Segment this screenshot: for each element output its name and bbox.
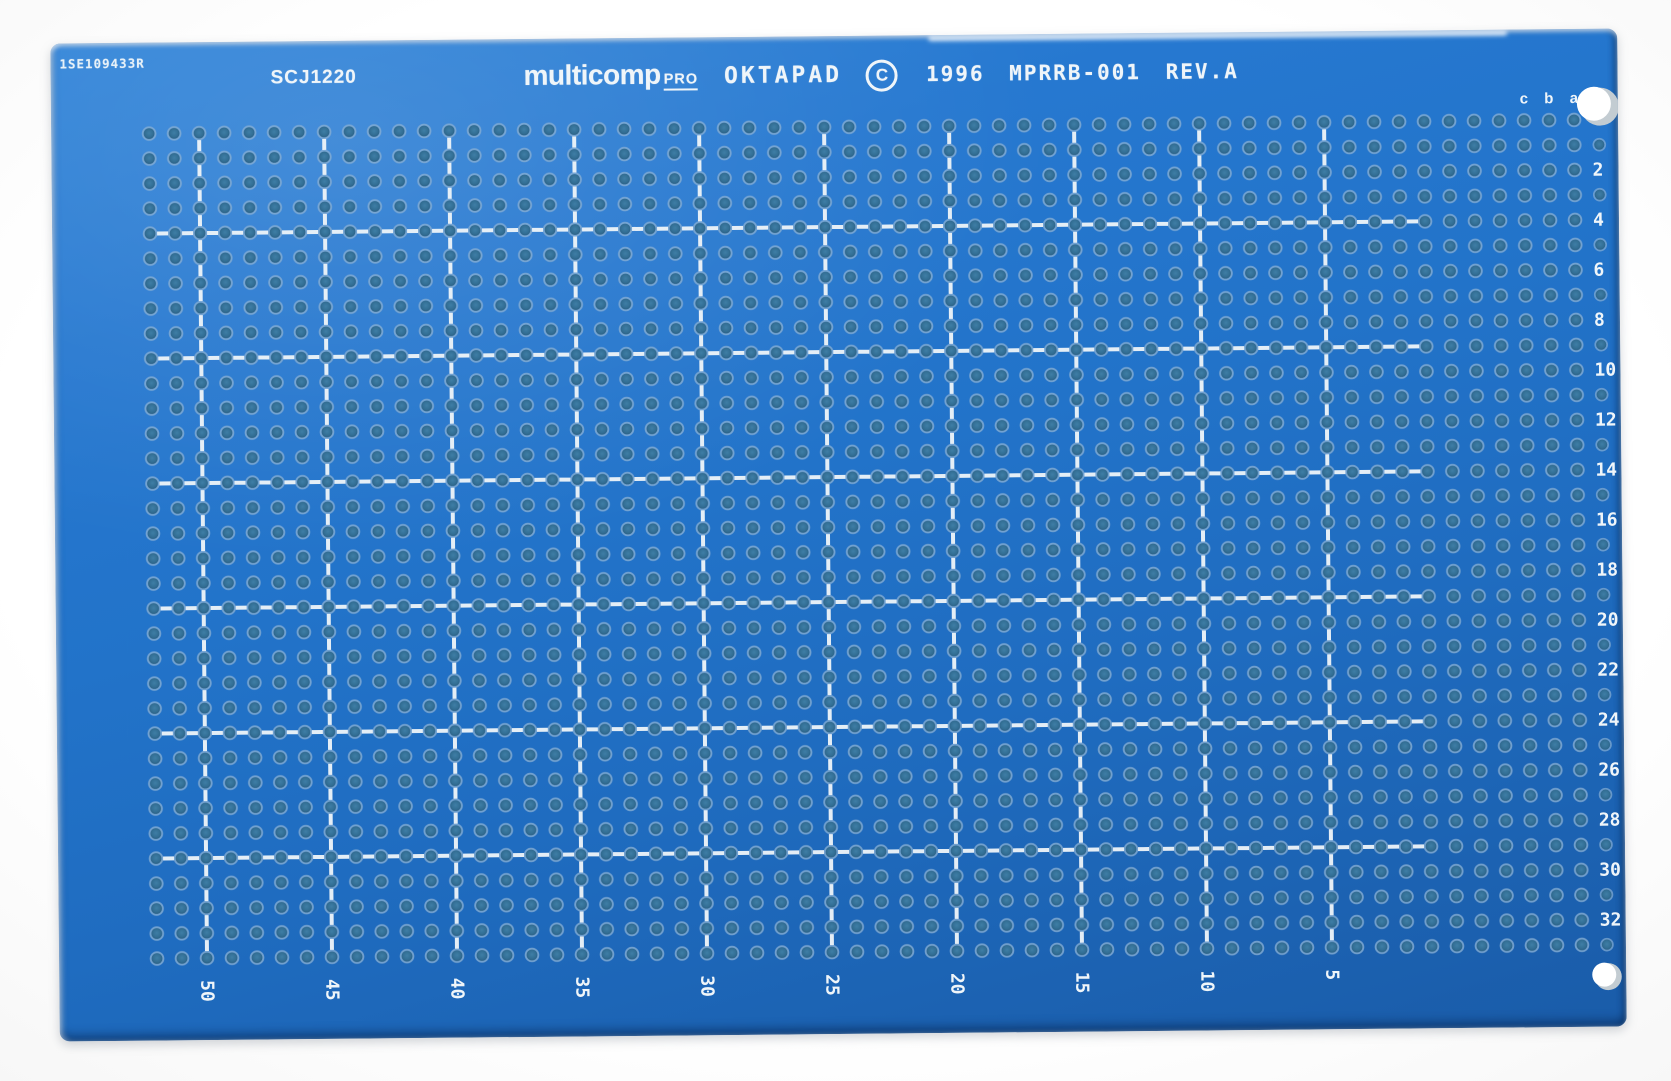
svg-text:26: 26 [1598,760,1620,781]
svg-text:18: 18 [1596,560,1618,581]
svg-text:10: 10 [1594,360,1616,381]
brand-logo: multicomp [523,58,661,92]
svg-text:c: c [1520,90,1529,107]
svg-text:14: 14 [1595,460,1617,481]
svg-text:40: 40 [446,978,467,1000]
svg-text:16: 16 [1596,510,1618,531]
mounting-holes [1576,86,1622,991]
svg-text:12: 12 [1595,410,1617,431]
svg-text:2: 2 [1592,160,1603,181]
copyright-info: 1996 MPRRB-001 REV.A [925,59,1239,87]
svg-text:20: 20 [946,973,967,995]
part-number: SCJ1220 [270,66,357,89]
svg-text:30: 30 [1599,860,1621,881]
svg-text:b: b [1544,90,1553,107]
svg-text:15: 15 [1071,972,1092,994]
svg-text:5: 5 [1321,969,1342,980]
svg-text:32: 32 [1600,910,1622,931]
svg-text:6: 6 [1593,260,1604,281]
svg-text:45: 45 [321,979,342,1001]
copyright-symbol: C [865,59,899,92]
svg-text:50: 50 [196,980,217,1002]
hole-grid [136,107,1614,972]
svg-text:24: 24 [1598,710,1620,731]
svg-text:10: 10 [1196,970,1217,992]
svg-text:30: 30 [696,975,717,997]
svg-text:8: 8 [1594,310,1605,331]
svg-text:4: 4 [1593,210,1604,231]
svg-text:22: 22 [1597,660,1619,681]
column-number-labels: 50 45 40 35 30 25 20 15 10 5 [196,969,1342,1002]
svg-text:a: a [1570,90,1579,107]
product-name: OKTAPAD [723,61,843,90]
pcb-board: 2 4 6 8 10 12 14 16 18 20 22 24 26 28 30 32 50 45 40 35 30 25… [50,28,1627,1042]
silkscreen-title-row: multicomp PRO OKTAPAD C 1996 MPRRB-001 R… [523,53,1239,96]
svg-text:35: 35 [571,976,592,998]
svg-text:28: 28 [1599,810,1621,831]
serial-number: 1SE109433R [59,55,145,72]
grid-lines [150,122,1432,959]
svg-text:25: 25 [821,974,842,996]
svg-text:20: 20 [1597,610,1619,631]
brand-logo-suffix: PRO [663,71,699,91]
